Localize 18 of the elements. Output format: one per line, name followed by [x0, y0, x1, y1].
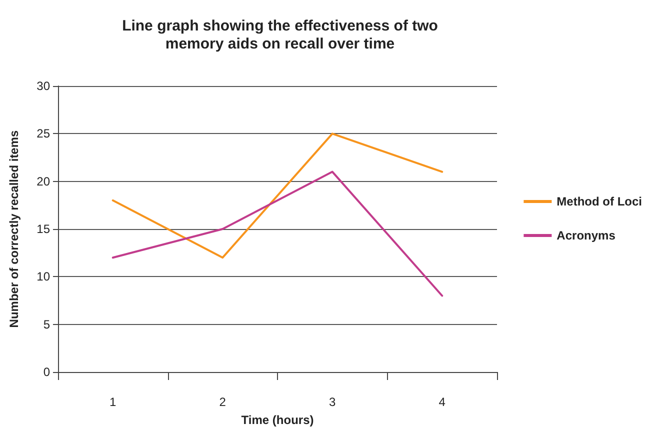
y-tick-label: 20 — [36, 174, 50, 188]
y-tick-label: 30 — [36, 79, 50, 93]
legend-label: Method of Loci — [556, 194, 642, 208]
y-tick-label: 15 — [36, 222, 50, 236]
x-tick-label: 3 — [329, 395, 336, 409]
x-tick-label: 4 — [438, 395, 446, 409]
x-tick-label: 1 — [110, 395, 117, 409]
legend-label: Acronyms — [556, 228, 616, 242]
y-tick-label: 0 — [43, 365, 50, 379]
line-series — [112, 170, 444, 297]
y-tick-label: 25 — [36, 126, 50, 141]
chart-title: Line graph showing the effectiveness of two memory aids on recall over time — [122, 18, 438, 52]
x-tick-label: 2 — [219, 395, 226, 409]
line-series — [112, 132, 444, 259]
y-tick-label: 5 — [43, 317, 50, 332]
y-axis-title: Number of correctly recalled items — [7, 130, 21, 328]
y-tick-label: 10 — [36, 270, 50, 284]
x-axis-title: Time (hours) — [241, 413, 314, 427]
